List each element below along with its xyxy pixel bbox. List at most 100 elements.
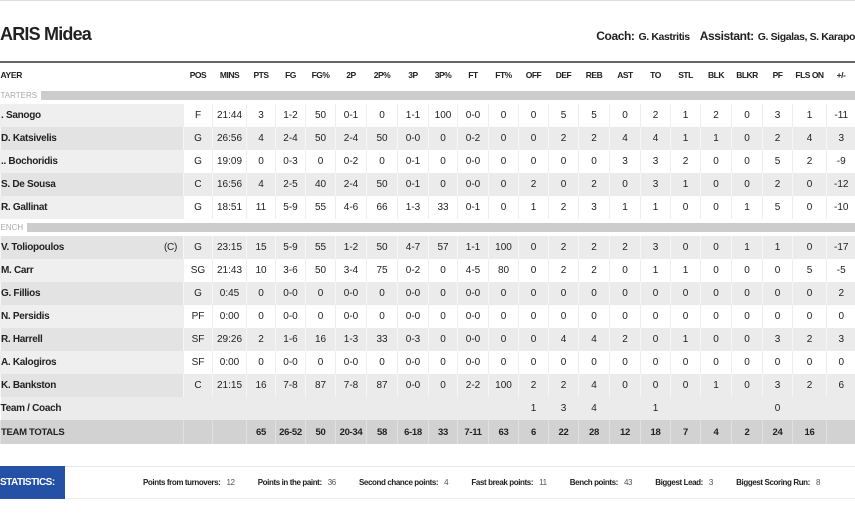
stat-reb: 2: [578, 259, 610, 282]
column-header[interactable]: FT%: [495, 70, 512, 80]
player-name[interactable]: M. Carr: [0, 259, 184, 282]
stat-off: 0: [518, 305, 549, 328]
column-header[interactable]: OFF: [525, 70, 542, 80]
player-row[interactable]: TEAM TOTALS 65 26-52 50 20-34 58 6-18 33 7-11 63 6…: [0, 420, 855, 444]
column-header[interactable]: FG: [285, 70, 296, 80]
column-header[interactable]: BLKR: [736, 70, 758, 80]
player-name[interactable]: A. Kalogiros: [0, 351, 184, 374]
column-header[interactable]: 2P%: [373, 70, 391, 80]
player-row[interactable]: . Sanogo F 21:44 3 1-2 50 0-1 0 1-1 100 0-0 0 0 5 5 0 2 1…: [0, 104, 855, 127]
stat-blk: 0: [700, 173, 732, 196]
column-header[interactable]: FLS ON: [795, 70, 824, 80]
player-name[interactable]: G. Fillios: [0, 282, 184, 305]
column-header[interactable]: +/-: [836, 70, 846, 80]
stat-pos: [183, 420, 213, 444]
player-name[interactable]: Team / Coach: [0, 397, 184, 420]
stat-mins: 26:56: [212, 127, 247, 150]
stat-reb: 4: [578, 397, 610, 420]
stat-3p-: 0: [428, 305, 458, 328]
player-row[interactable]: R. Harrell SF 29:26 2 1-6 16 1-3 33 0-3 0 0-0 0 0 4 4 2…: [0, 328, 855, 351]
player-row[interactable]: Team / Coach 1 3 4 1 0: [0, 397, 855, 420]
column-header[interactable]: PTS: [253, 70, 269, 80]
column-header[interactable]: AYER: [0, 70, 23, 80]
stat-fls-on: 0: [792, 305, 827, 328]
stat-3p-: 33: [428, 196, 458, 219]
column-header[interactable]: FT: [468, 70, 478, 80]
stat-fg: 0-3: [275, 150, 306, 173]
player-row[interactable]: S. De Sousa C 16:56 4 2-5 40 2-4 50 0-1 0 0-0 0 2 0 2 0…: [0, 173, 855, 196]
column-header[interactable]: DEF: [555, 70, 572, 80]
stat-item: Biggest Scoring Run: 8: [736, 478, 820, 487]
player-name[interactable]: D. Katsivelis: [0, 127, 184, 150]
stat-blk: 1: [700, 374, 732, 397]
column-header[interactable]: 3P%: [434, 70, 452, 80]
column-header[interactable]: FG%: [311, 70, 330, 80]
stat-pf: 3: [762, 328, 793, 351]
player-row[interactable]: A. Kalogiros SF 0:00 0 0-0 0 0-0 0 0-0 0 0-0 0 0 0 0 0 0…: [0, 351, 855, 374]
player-name[interactable]: .. Bochoridis: [0, 150, 184, 173]
stat-stl: 1: [670, 328, 701, 351]
player-row[interactable]: R. Gallinat G 18:51 11 5-9 55 4-6 66 1-3 33 0-1 0 1 2…: [0, 196, 855, 219]
stat-ast: 1: [609, 196, 641, 219]
player-row[interactable]: N. Persidis PF 0:00 0 0-0 0 0-0 0 0-0 0 0-0 0 0 0 0 0 0 0…: [0, 305, 855, 328]
stat-fg-: 87: [305, 374, 336, 397]
stat-3p: 1-1: [397, 104, 429, 127]
stat-fg: 5-9: [275, 236, 306, 259]
stat-stl: 2: [670, 150, 701, 173]
column-header[interactable]: TO: [650, 70, 661, 80]
stat-stl: 1: [670, 259, 701, 282]
column-header[interactable]: STL: [678, 70, 693, 80]
player-row[interactable]: .. Bochoridis G 19:09 0 0-3 0 0-2 0 0-1 0 0-0 0 0 0 0 3…: [0, 150, 855, 173]
column-header[interactable]: BLK: [708, 70, 724, 80]
player-name[interactable]: K. Bankston: [0, 374, 184, 397]
stat-pts: 0: [246, 351, 276, 374]
stat-2p-: 58: [366, 420, 398, 444]
stat-ft-: 63: [488, 420, 519, 444]
column-header[interactable]: REB: [585, 70, 603, 80]
stat-ft-: 0: [488, 282, 519, 305]
stat-ft-: 0: [488, 305, 519, 328]
stat-ft-: [488, 397, 519, 420]
player-row[interactable]: M. Carr SG 21:43 10 3-6 50 3-4 75 0-2 0 4-5 80 0 2 2 0 1…: [0, 259, 855, 282]
player-row[interactable]: V. Toliopoulos (C) G 23:15 15 5-9 55 1-2 50 4-7 57…: [0, 236, 855, 259]
stat-fls-on: 0: [792, 282, 827, 305]
stat-3p: 0-0: [397, 305, 429, 328]
stat-def: 2: [548, 259, 579, 282]
stat-off: 6: [518, 420, 549, 444]
column-header[interactable]: 3P: [408, 70, 418, 80]
player-name[interactable]: TEAM TOTALS: [0, 420, 184, 444]
column-header[interactable]: MINS: [219, 70, 240, 80]
stat-stl: [670, 397, 701, 420]
player-name[interactable]: V. Toliopoulos (C): [0, 236, 184, 259]
column-header[interactable]: POS: [189, 70, 207, 80]
stat-stl: 1: [670, 127, 701, 150]
player-row[interactable]: K. Bankston C 21:15 16 7-8 87 7-8 87 0-0 0 2-2 100 2…: [0, 374, 855, 397]
player-name[interactable]: . Sanogo: [0, 104, 184, 127]
stat-2p: 1-2: [335, 236, 367, 259]
section-label: TARTERS: [0, 91, 38, 100]
player-name[interactable]: R. Gallinat: [0, 196, 184, 219]
stat--: -12: [826, 173, 855, 196]
player-name[interactable]: R. Harrell: [0, 328, 184, 351]
stat-ft: 7-11: [457, 420, 489, 444]
stat-def: 4: [548, 328, 579, 351]
stat--: -10: [826, 196, 855, 219]
stat-fg: 1-2: [275, 104, 306, 127]
stat-2p: 0-0: [335, 305, 367, 328]
column-header[interactable]: AST: [617, 70, 633, 80]
stat-blk: 0: [700, 259, 732, 282]
stat-3p: 0-0: [397, 282, 429, 305]
player-row[interactable]: D. Katsivelis G 26:56 4 2-4 50 2-4 50 0-0 0 0-2 0 0 2…: [0, 127, 855, 150]
player-row[interactable]: G. Fillios G 0:45 0 0-0 0 0-0 0 0-0 0 0-0 0 0 0 0 0 0 0 0 0…: [0, 282, 855, 305]
stat-ast: 4: [609, 127, 641, 150]
stat-to: 3: [640, 173, 671, 196]
stat-3p-: 100: [428, 104, 458, 127]
player-name[interactable]: S. De Sousa: [0, 173, 184, 196]
player-name-text: Team / Coach: [0, 403, 62, 414]
column-header[interactable]: 2P: [346, 70, 356, 80]
stat-ft-: 80: [488, 259, 519, 282]
stat-to: 2: [640, 104, 671, 127]
stat-blkr: 0: [731, 127, 763, 150]
player-name[interactable]: N. Persidis: [0, 305, 184, 328]
column-header[interactable]: PF: [772, 70, 783, 80]
